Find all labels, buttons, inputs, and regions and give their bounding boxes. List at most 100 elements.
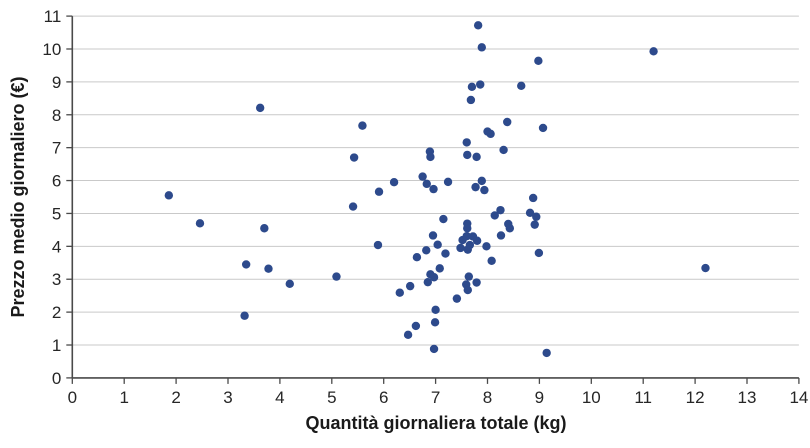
y-tick-label: 11 bbox=[44, 7, 62, 26]
data-point bbox=[462, 138, 471, 147]
data-point bbox=[464, 272, 474, 281]
data-point bbox=[395, 288, 404, 297]
data-point bbox=[429, 344, 439, 354]
data-point bbox=[433, 240, 442, 249]
data-point bbox=[358, 121, 367, 130]
data-point bbox=[480, 185, 489, 195]
data-point bbox=[405, 281, 415, 291]
data-points bbox=[164, 21, 710, 358]
data-point bbox=[473, 21, 483, 30]
data-point bbox=[538, 123, 548, 133]
x-tick-label: 8 bbox=[483, 388, 492, 407]
data-point bbox=[418, 172, 427, 181]
x-tick-label: 13 bbox=[738, 388, 757, 407]
data-point bbox=[490, 211, 499, 220]
data-point bbox=[435, 264, 444, 273]
data-point bbox=[517, 81, 526, 91]
data-point bbox=[534, 56, 543, 66]
data-point bbox=[429, 273, 439, 282]
data-point bbox=[476, 80, 485, 89]
y-tick-label: 0 bbox=[52, 369, 61, 388]
data-point bbox=[472, 152, 481, 162]
data-point bbox=[411, 321, 421, 331]
y-axis-title: Prezzo medio giornaliero (€) bbox=[8, 76, 28, 317]
x-tick-label: 2 bbox=[171, 388, 180, 407]
gridlines bbox=[72, 15, 799, 346]
data-point bbox=[542, 348, 551, 358]
data-point bbox=[422, 179, 431, 189]
data-point bbox=[649, 47, 658, 56]
y-tick-label: 8 bbox=[52, 106, 61, 125]
y-tick-label: 4 bbox=[52, 237, 61, 256]
data-point bbox=[463, 150, 472, 160]
data-point bbox=[164, 191, 174, 200]
y-tick-label: 7 bbox=[52, 139, 61, 158]
data-point bbox=[264, 264, 273, 273]
data-point bbox=[467, 82, 477, 92]
data-point bbox=[477, 43, 486, 52]
data-point bbox=[482, 242, 491, 251]
data-point bbox=[505, 224, 515, 233]
x-tick-label: 0 bbox=[68, 388, 77, 407]
data-point bbox=[443, 177, 453, 187]
data-point bbox=[428, 231, 438, 240]
data-point bbox=[452, 294, 462, 303]
x-tick-label: 7 bbox=[431, 388, 440, 407]
data-point bbox=[373, 240, 383, 250]
data-point bbox=[348, 202, 358, 211]
data-point bbox=[532, 212, 541, 221]
data-point bbox=[195, 219, 205, 228]
data-point bbox=[463, 245, 472, 254]
data-point bbox=[486, 129, 495, 139]
x-tick-label: 11 bbox=[634, 388, 652, 407]
data-point bbox=[423, 277, 433, 287]
x-tick-label: 12 bbox=[686, 388, 705, 407]
x-tick-label: 3 bbox=[223, 388, 232, 407]
data-point bbox=[349, 153, 359, 162]
data-point bbox=[422, 246, 431, 255]
data-point bbox=[496, 231, 506, 240]
data-point bbox=[496, 205, 505, 215]
x-tick-label: 6 bbox=[379, 388, 388, 407]
data-point bbox=[374, 187, 384, 196]
data-point bbox=[431, 305, 440, 315]
tick-marks bbox=[66, 15, 800, 384]
x-tick-label: 5 bbox=[327, 388, 336, 407]
data-point bbox=[412, 252, 422, 262]
x-tick-label: 9 bbox=[535, 388, 544, 407]
data-point bbox=[439, 214, 448, 224]
data-point bbox=[240, 311, 249, 320]
data-point bbox=[525, 208, 535, 217]
data-point bbox=[530, 220, 539, 229]
data-point bbox=[472, 236, 482, 245]
y-tick-label: 10 bbox=[42, 40, 61, 59]
data-point bbox=[463, 224, 472, 233]
data-point bbox=[441, 249, 450, 258]
data-point bbox=[487, 256, 496, 266]
data-point bbox=[389, 177, 399, 187]
x-tick-label: 1 bbox=[119, 388, 128, 407]
data-point bbox=[503, 117, 512, 127]
x-tick-label: 14 bbox=[789, 388, 808, 407]
x-tick-label: 10 bbox=[582, 388, 601, 407]
x-tick-label: 4 bbox=[275, 388, 284, 407]
data-point bbox=[429, 184, 438, 194]
y-tick-label: 2 bbox=[52, 303, 61, 322]
data-point bbox=[255, 103, 265, 113]
data-point bbox=[426, 152, 435, 162]
data-point bbox=[477, 176, 486, 186]
data-point bbox=[260, 224, 269, 233]
data-point bbox=[534, 248, 544, 258]
data-point bbox=[332, 272, 341, 281]
data-point bbox=[471, 182, 480, 192]
data-point bbox=[466, 95, 476, 105]
data-point bbox=[528, 193, 538, 203]
data-point bbox=[456, 243, 465, 253]
x-axis-title: Quantità giornaliera totale (kg) bbox=[305, 413, 566, 433]
data-point bbox=[701, 263, 710, 273]
data-point bbox=[285, 279, 294, 289]
y-tick-label: 1 bbox=[52, 336, 61, 355]
